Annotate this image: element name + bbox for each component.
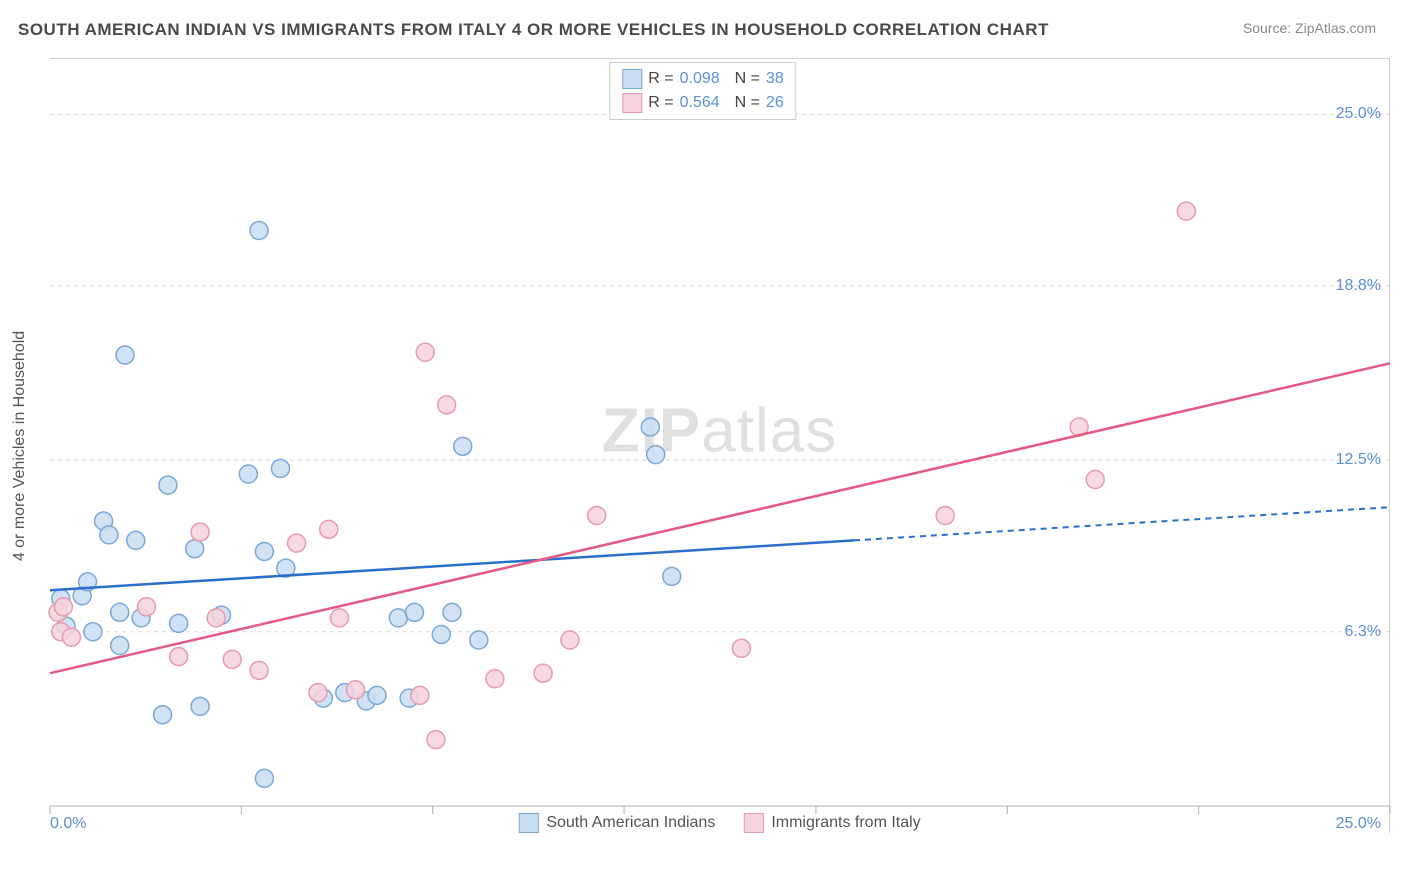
chart-header: SOUTH AMERICAN INDIAN VS IMMIGRANTS FROM… <box>0 0 1406 40</box>
legend-row-pink: R = 0.564 N = 26 <box>622 91 783 115</box>
chart-plot-area: ZIPatlas 0.0% 25.0% South American India… <box>50 58 1390 833</box>
y-tick-label: 12.5% <box>1336 451 1381 469</box>
chart-title: SOUTH AMERICAN INDIAN VS IMMIGRANTS FROM… <box>18 20 1049 40</box>
x-axis-label-min: 0.0% <box>50 815 86 833</box>
scatter-svg <box>50 59 1389 833</box>
legend-item-pink: Immigrants from Italy <box>743 813 920 833</box>
legend-label-blue: South American Indians <box>546 814 715 832</box>
legend-label-pink: Immigrants from Italy <box>771 814 920 832</box>
legend-n-label: N = <box>726 94 760 112</box>
y-tick-label: 25.0% <box>1336 105 1381 123</box>
legend-r-label: R = <box>648 70 673 88</box>
y-tick-label: 18.8% <box>1336 277 1381 295</box>
legend-n-value-blue: 38 <box>766 70 784 88</box>
x-axis-label-max: 25.0% <box>1336 815 1381 833</box>
legend-swatch-pink-bottom <box>743 813 763 833</box>
y-axis-title: 4 or more Vehicles in Household <box>11 331 29 561</box>
legend-row-blue: R = 0.098 N = 38 <box>622 67 783 91</box>
legend-bottom: South American Indians Immigrants from I… <box>518 813 920 833</box>
legend-swatch-blue-bottom <box>518 813 538 833</box>
legend-n-label: N = <box>726 70 760 88</box>
y-tick-label: 6.3% <box>1345 623 1381 641</box>
legend-item-blue: South American Indians <box>518 813 715 833</box>
legend-swatch-pink <box>622 93 642 113</box>
legend-swatch-blue <box>622 69 642 89</box>
legend-n-value-pink: 26 <box>766 94 784 112</box>
legend-r-value-blue: 0.098 <box>680 70 720 88</box>
legend-r-value-pink: 0.564 <box>680 94 720 112</box>
legend-r-label: R = <box>648 94 673 112</box>
chart-source: Source: ZipAtlas.com <box>1243 20 1376 36</box>
legend-correlation-box: R = 0.098 N = 38 R = 0.564 N = 26 <box>609 62 796 120</box>
